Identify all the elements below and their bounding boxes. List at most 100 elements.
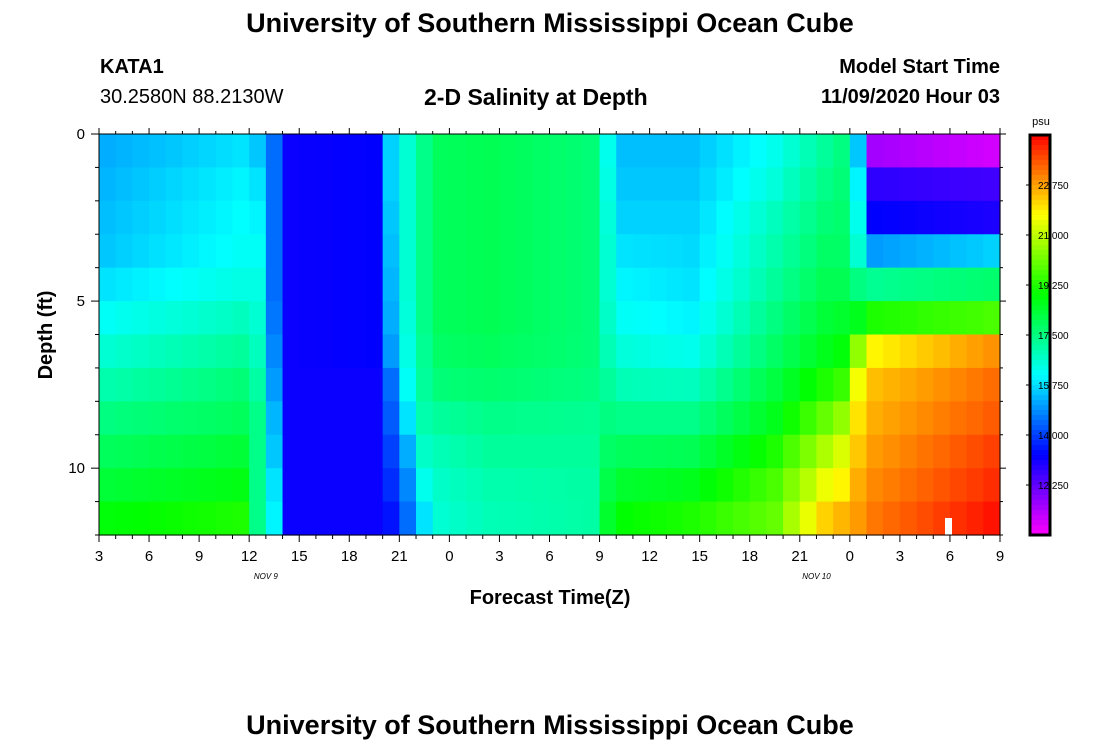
- heatmap-cell: [382, 134, 400, 169]
- heatmap-cell: [449, 200, 467, 235]
- heatmap-cell: [666, 434, 684, 469]
- heatmap-cell: [299, 267, 317, 302]
- colorbar-label: 12.250: [1038, 481, 1069, 492]
- heatmap-cell: [132, 401, 150, 436]
- heatmap-cell: [833, 200, 851, 235]
- heatmap-cell: [182, 334, 200, 369]
- y-tick-label: 10: [68, 460, 85, 477]
- heatmap-cell: [799, 301, 818, 336]
- heatmap-cell: [749, 401, 768, 436]
- heatmap-cell: [799, 401, 818, 436]
- heatmap-cell: [833, 468, 851, 503]
- heatmap-cell: [783, 367, 801, 402]
- heatmap-cell: [282, 301, 300, 336]
- colorbar-swatch: [1030, 470, 1050, 476]
- heatmap-cell: [265, 367, 284, 402]
- heatmap-cell: [816, 134, 834, 169]
- heatmap-cell: [232, 167, 250, 202]
- heatmap-cell: [232, 200, 250, 235]
- heatmap-cell: [599, 434, 617, 469]
- colorbar-swatch: [1030, 480, 1050, 486]
- x-tick-label: 3: [896, 548, 904, 565]
- heatmap-cell: [149, 200, 167, 235]
- heatmap-cell: [582, 267, 601, 302]
- heatmap-cell: [382, 200, 400, 235]
- colorbar-swatch: [1030, 490, 1050, 496]
- heatmap-cell: [482, 301, 501, 336]
- heatmap-cell: [399, 134, 417, 169]
- heatmap-cell: [349, 267, 367, 302]
- heatmap-cell: [799, 434, 818, 469]
- heatmap-cell: [449, 134, 467, 169]
- heatmap-cell: [933, 200, 951, 235]
- heatmap-cell: [215, 301, 234, 336]
- heatmap-cell: [215, 367, 234, 402]
- heatmap-cell: [733, 234, 751, 269]
- heatmap-cell: [699, 167, 717, 202]
- heatmap-cell: [866, 501, 884, 536]
- heatmap-cell: [749, 234, 768, 269]
- heatmap-cell: [783, 234, 801, 269]
- heatmap-cell: [332, 167, 350, 202]
- heatmap-cell: [616, 234, 634, 269]
- heatmap-cell: [949, 301, 968, 336]
- heatmap-cell: [332, 468, 350, 503]
- heatmap-cell: [432, 401, 450, 436]
- heatmap-cell: [432, 501, 450, 536]
- heatmap-cell: [632, 301, 651, 336]
- heatmap-cell: [599, 234, 617, 269]
- heatmap-cell: [883, 234, 901, 269]
- model-start-label: Model Start Time: [839, 56, 1000, 78]
- heatmap-cell: [949, 501, 968, 536]
- heatmap-cell: [466, 267, 484, 302]
- heatmap-cell: [99, 134, 117, 169]
- colorbar-swatch: [1030, 230, 1050, 236]
- heatmap-cell: [432, 234, 450, 269]
- heatmap-cell: [315, 468, 334, 503]
- heatmap-cell: [482, 167, 501, 202]
- heatmap-cell: [132, 301, 150, 336]
- heatmap-cell: [649, 134, 667, 169]
- heatmap-cell: [482, 267, 501, 302]
- heatmap-cell: [899, 167, 918, 202]
- colorbar-swatch: [1030, 285, 1050, 291]
- heatmap-cell: [265, 468, 284, 503]
- colorbar-swatch: [1030, 245, 1050, 251]
- colorbar-swatch: [1030, 310, 1050, 316]
- x-tick-label: 6: [145, 548, 153, 565]
- heatmap-cell: [632, 134, 651, 169]
- heatmap-cell: [716, 334, 734, 369]
- heatmap-cell: [682, 501, 701, 536]
- colorbar-swatch: [1030, 360, 1050, 366]
- heatmap-cell: [282, 267, 300, 302]
- colorbar-swatch: [1030, 175, 1050, 181]
- heatmap-cell: [299, 501, 317, 536]
- heatmap-cell: [132, 167, 150, 202]
- heatmap-cell: [149, 434, 167, 469]
- heatmap-cell: [416, 134, 434, 169]
- model-start-value: 11/09/2020 Hour 03: [820, 86, 1000, 108]
- heatmap-cell: [799, 501, 818, 536]
- heatmap-cell: [816, 267, 834, 302]
- heatmap-cell: [99, 434, 117, 469]
- colorbar-swatch: [1030, 435, 1050, 441]
- heatmap-cell: [899, 301, 918, 336]
- heatmap-cell: [466, 301, 484, 336]
- heatmap-cell: [649, 167, 667, 202]
- heatmap-cell: [716, 200, 734, 235]
- heatmap-cell: [933, 367, 951, 402]
- heatmap-cell: [983, 434, 1001, 469]
- heatmap-cell: [866, 401, 884, 436]
- heatmap-cell: [182, 501, 200, 536]
- heatmap-cell: [299, 434, 317, 469]
- heatmap-cell: [182, 167, 200, 202]
- heatmap-cell: [883, 334, 901, 369]
- heatmap-cell: [849, 200, 868, 235]
- heatmap-cell: [883, 301, 901, 336]
- heatmap-cell: [315, 367, 334, 402]
- colorbar-swatch: [1030, 165, 1050, 171]
- heatmap-cell: [766, 200, 784, 235]
- heatmap-cell: [716, 134, 734, 169]
- heatmap-cell: [816, 167, 834, 202]
- heatmap-cell: [466, 434, 484, 469]
